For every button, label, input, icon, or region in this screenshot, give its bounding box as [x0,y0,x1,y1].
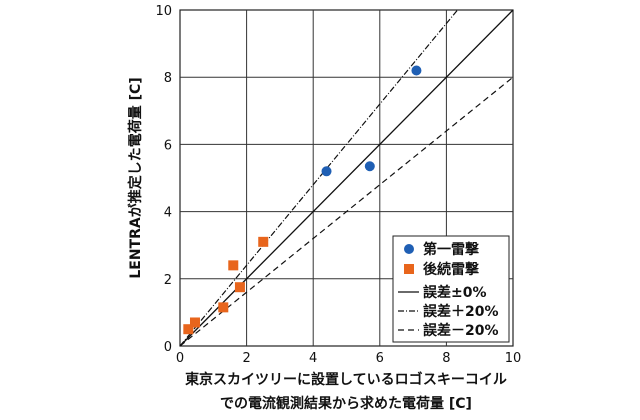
reference-line-dashdot [179,9,458,347]
x-tick-label: 4 [309,351,317,366]
y-axis-title: LENTRAが推定した電荷量 [C] [127,77,144,278]
x-tick-label: 2 [242,351,250,366]
data-point-series-1 [228,260,239,271]
tick-labels: 0 2 4 6 8 10 0 2 4 6 8 10 [155,4,521,366]
y-tick-label: 8 [164,71,172,86]
x-axis-title-line2: での電流観測結果から求めた電荷量 [C] [220,395,472,412]
x-axis-title-line1: 東京スカイツリーに設置しているロゴスキーコイル [185,371,507,388]
legend-label-plus20: 誤差＋20% [423,303,499,320]
x-tick-label: 8 [442,351,450,366]
data-point-series-1 [234,282,245,293]
data-point-series-1 [258,236,269,247]
data-point-series-0 [364,161,375,172]
y-tick-label: 10 [155,4,172,19]
data-point-series-0 [411,65,422,76]
data-point-series-1 [189,317,200,328]
y-tick-label: 4 [164,206,172,221]
data-point-series-0 [321,166,332,177]
x-tick-label: 0 [176,351,184,366]
legend-label-subsequent-strike: 後続雷撃 [423,261,479,278]
y-tick-label: 6 [164,138,172,153]
legend-label-minus20: 誤差－20% [423,322,499,339]
legend-label-first-strike: 第一雷撃 [423,241,479,258]
legend-marker-first-strike [404,244,414,254]
legend: 第一雷撃 後続雷撃 誤差±0% 誤差＋20% 誤差－20% [392,235,510,343]
data-point-series-1 [183,324,194,335]
data-point-series-1 [218,302,229,313]
y-tick-label: 2 [164,273,172,288]
legend-marker-subsequent-strike [404,264,414,274]
x-tick-label: 6 [376,351,384,366]
data-points [183,65,422,335]
legend-box [392,235,510,343]
legend-label-zero: 誤差±0% [423,284,487,301]
x-tick-label: 10 [505,351,522,366]
reference-line-dashed [179,76,514,347]
y-tick-label: 0 [164,340,172,355]
